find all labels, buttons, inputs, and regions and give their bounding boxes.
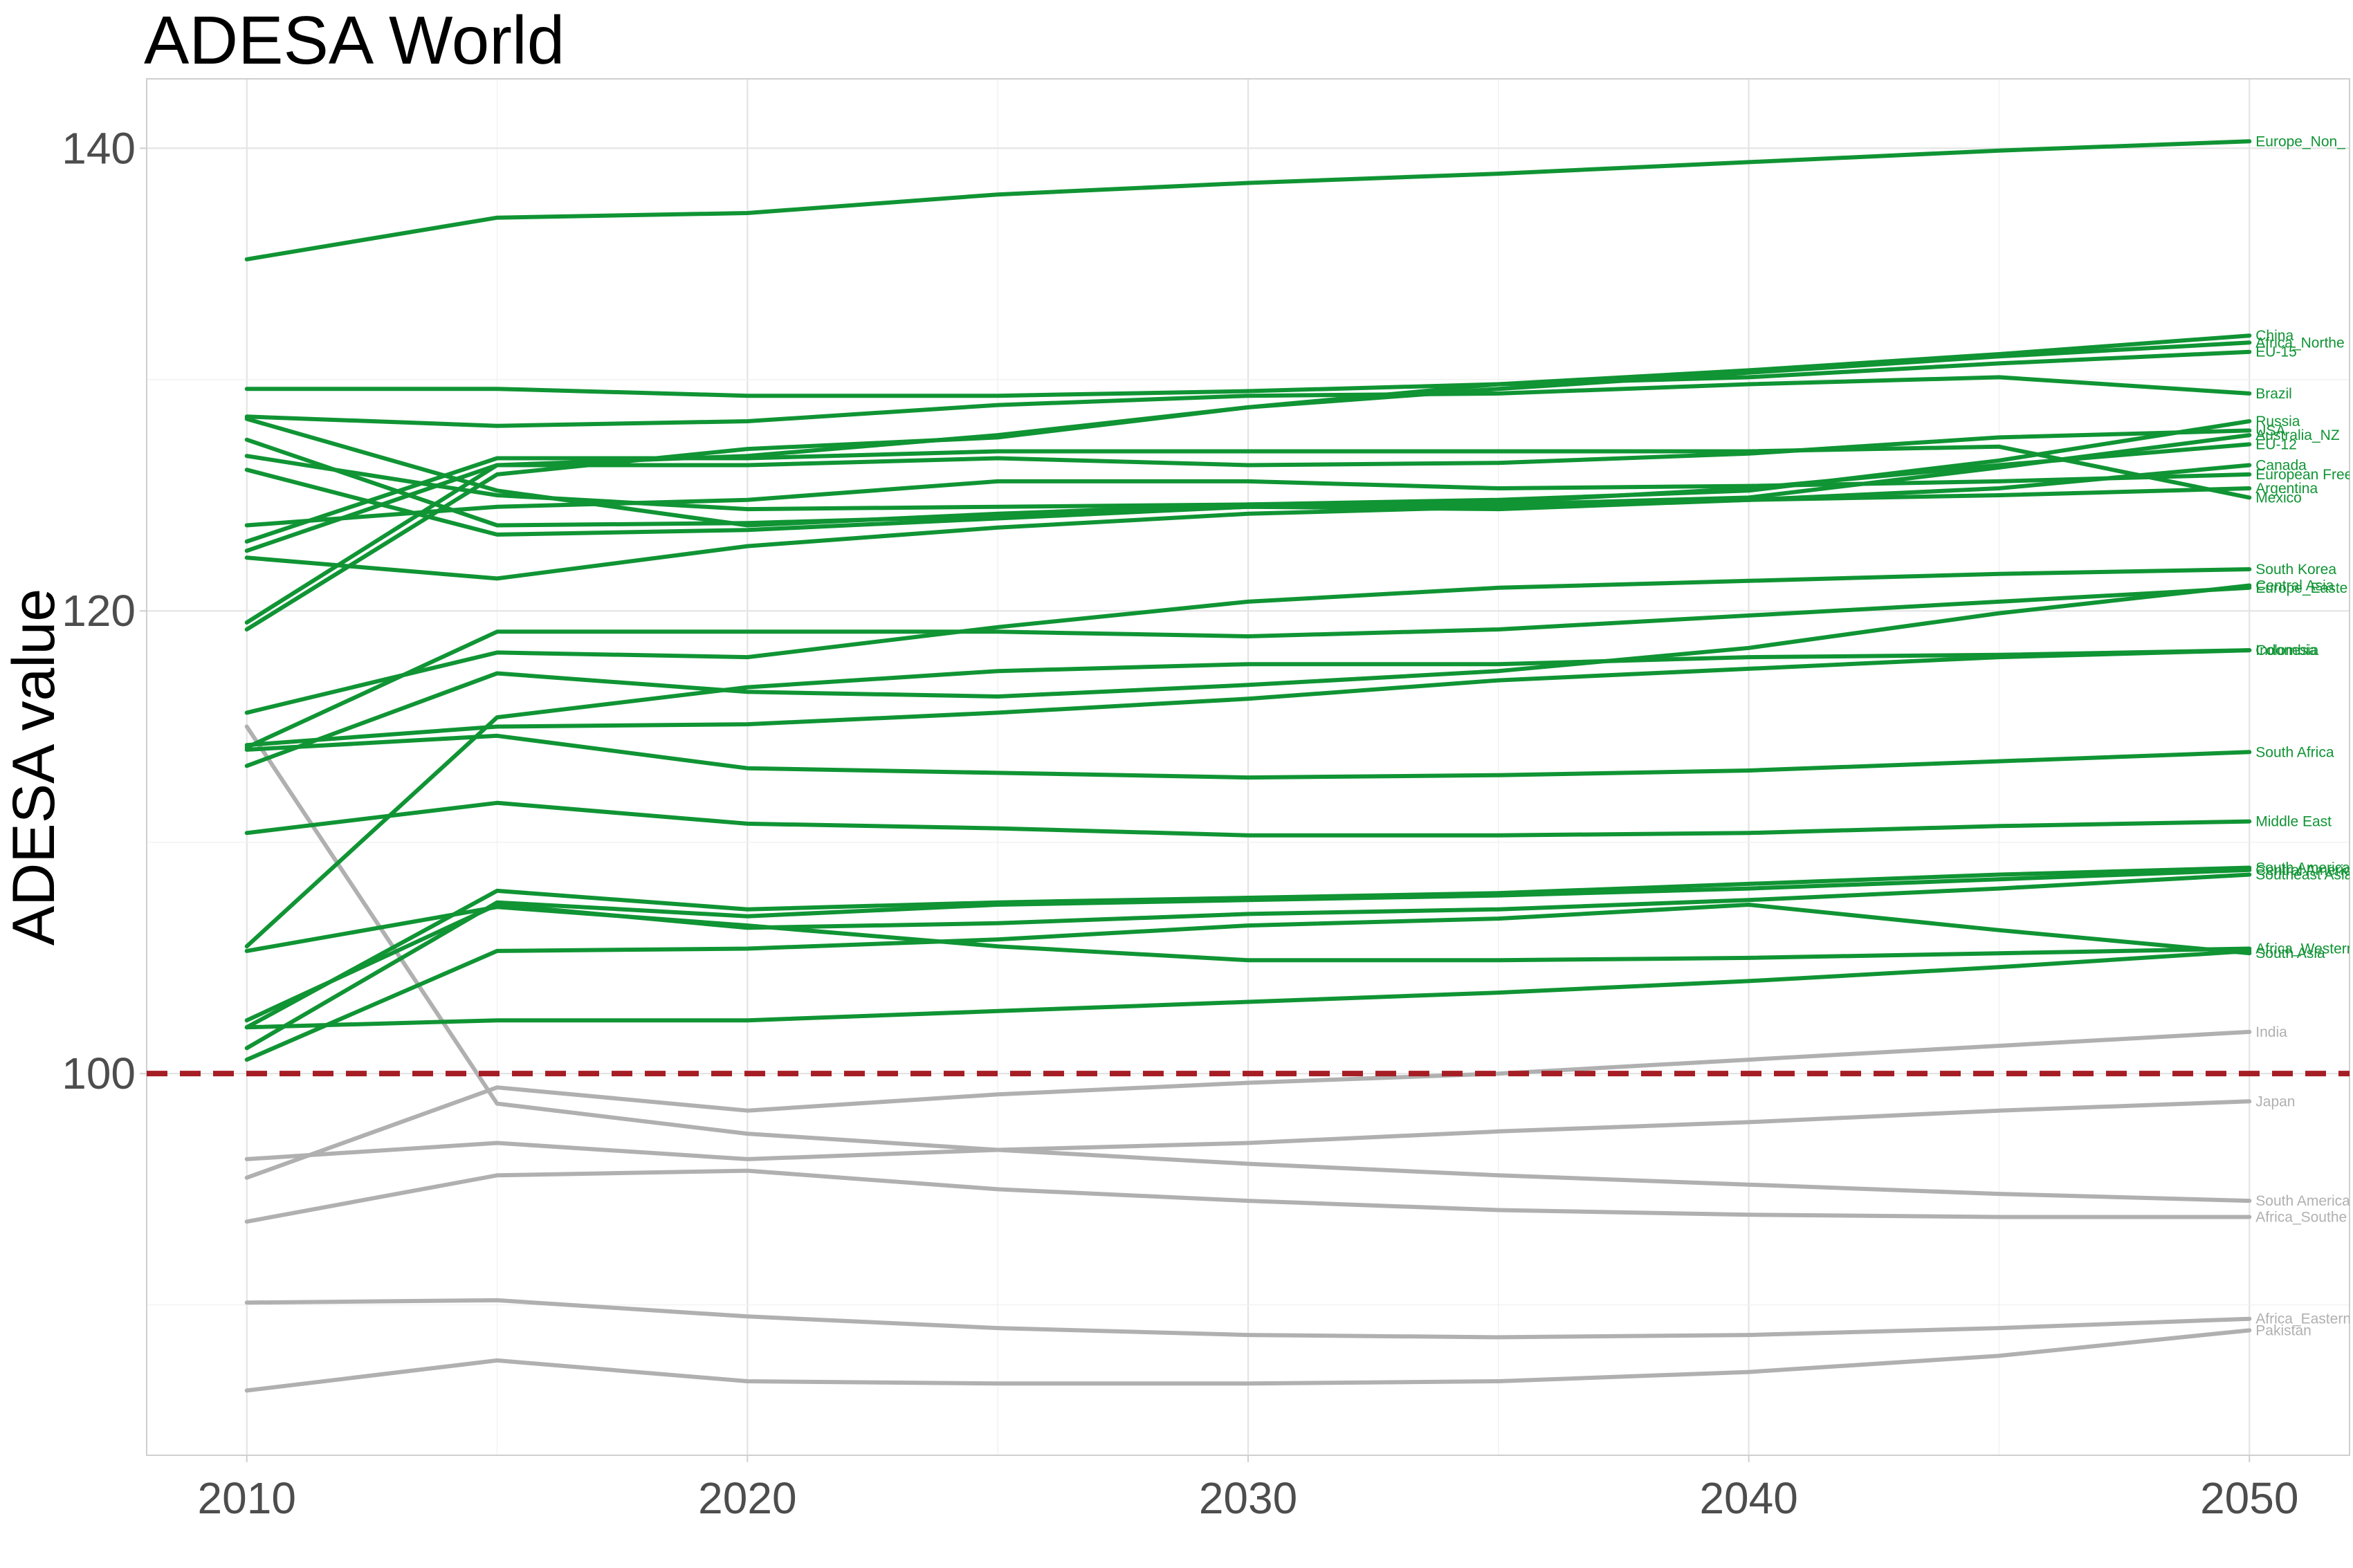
series-label: India xyxy=(2255,1024,2287,1040)
chart-title: ADESA World xyxy=(144,2,565,78)
axes: 2010 2020 2030 2040 2050 100 120 140 xyxy=(62,123,2298,1523)
y-tick-label: 120 xyxy=(62,586,136,636)
series-line-eu-15 xyxy=(244,349,2252,398)
series-label: Central America xyxy=(2255,863,2353,878)
series-line-eu-12 xyxy=(244,442,2252,512)
series-line-brazil xyxy=(244,375,2252,428)
series-label: USA xyxy=(2255,423,2285,439)
x-tick-label: 2010 xyxy=(198,1473,296,1523)
series-line-south-africa xyxy=(244,733,2252,780)
series-label: Africa_Northe xyxy=(2255,335,2344,351)
series-label: Indonesia xyxy=(2255,643,2318,658)
series-line-middle-east xyxy=(244,800,2252,838)
series-line-europe-non- xyxy=(244,139,2252,261)
series-label: EU-12 xyxy=(2255,436,2297,452)
y-tick-label: 100 xyxy=(62,1049,136,1098)
series-line-indonesia xyxy=(244,648,2252,748)
series-label: Africa_Eastern xyxy=(2255,1311,2351,1327)
series-line-africa-southe xyxy=(244,1168,2252,1224)
series-label: Africa_Southe xyxy=(2255,1210,2347,1226)
series-label: Australia_NZ xyxy=(2255,427,2340,443)
series-line-unlabeled xyxy=(244,948,2252,1030)
series-line-central-america xyxy=(244,867,2252,1051)
series-line-south-america xyxy=(244,865,2252,1030)
series-label: Mexico xyxy=(2255,490,2302,506)
series-label: Colombia xyxy=(2255,643,2317,658)
series-label: South America xyxy=(2255,1193,2350,1209)
x-tick-label: 2030 xyxy=(1199,1473,1297,1523)
x-tick-label: 2050 xyxy=(2200,1473,2298,1523)
series-line-japan xyxy=(244,1099,2252,1161)
series-label: South America xyxy=(2255,860,2350,876)
series-line-mexico xyxy=(244,444,2252,544)
series-label: South Korea xyxy=(2255,562,2336,578)
series-line-europe-easte xyxy=(244,585,2252,750)
series-line-south-america xyxy=(244,724,2252,1203)
series-label: Russia xyxy=(2255,414,2300,430)
series-label: Middle East xyxy=(2255,814,2332,830)
series-label: Argentina xyxy=(2255,481,2318,497)
series-line-india xyxy=(244,1029,2252,1180)
y-axis-title: ADESA value xyxy=(1,589,67,946)
series-label: South Africa xyxy=(2255,744,2334,760)
series-label: Africa_Western xyxy=(2255,941,2353,957)
series-label: European Free xyxy=(2255,467,2352,483)
series-label: Southeast Asia xyxy=(2255,867,2352,883)
series-lines xyxy=(244,139,2252,1393)
series-line-argentina xyxy=(244,486,2252,581)
series-label: Europe_Easte xyxy=(2255,580,2347,596)
series-label: Japan xyxy=(2255,1094,2295,1109)
series-label: Pakistan xyxy=(2255,1322,2311,1338)
series-line-colombia xyxy=(244,648,2252,949)
series-line-south-asia xyxy=(244,903,2252,1062)
series-line-central-asia xyxy=(244,583,2252,768)
gridlines xyxy=(147,79,2350,1455)
y-tick-label: 140 xyxy=(62,123,136,173)
series-line-africa-western xyxy=(244,905,2252,963)
x-tick-label: 2020 xyxy=(698,1473,796,1523)
series-line-canada xyxy=(244,463,2252,537)
series-line-south-korea xyxy=(244,567,2252,715)
series-line-pakistan xyxy=(244,1328,2252,1393)
series-label: Brazil xyxy=(2255,386,2292,402)
x-tick-label: 2040 xyxy=(1699,1473,1797,1523)
series-label: Canada xyxy=(2255,458,2307,474)
series-line-european-free xyxy=(244,472,2252,528)
series-label: China xyxy=(2255,328,2294,344)
series-label: EU-15 xyxy=(2255,344,2297,360)
series-line-africa-eastern xyxy=(244,1298,2252,1340)
series-line-usa xyxy=(244,428,2252,553)
series-label: Europe_Non_ xyxy=(2255,133,2345,149)
series-label: South Asia xyxy=(2255,946,2325,961)
series-label: Central Asia xyxy=(2255,578,2334,593)
